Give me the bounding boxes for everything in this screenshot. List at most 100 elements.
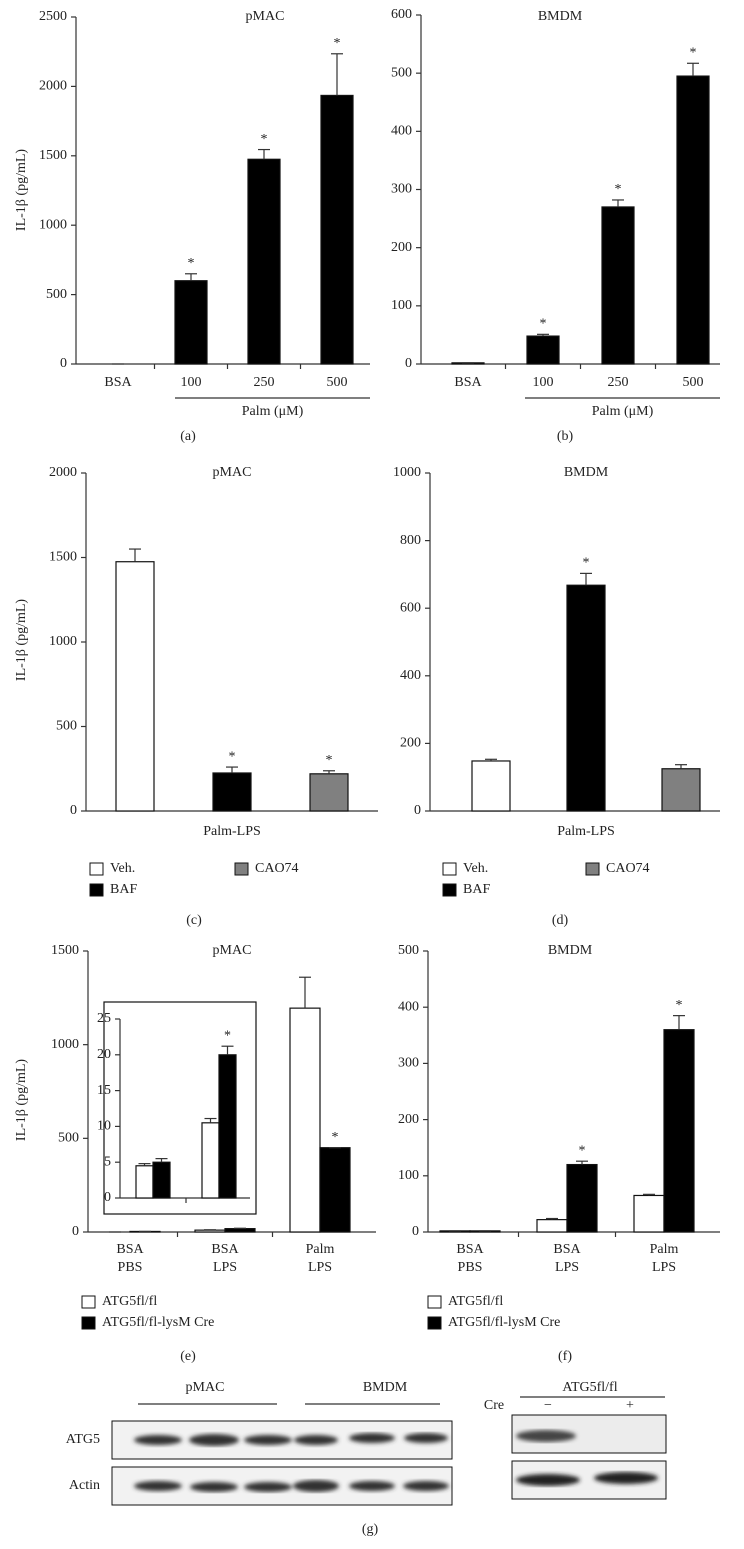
y-tick-label: 5 <box>104 1154 111 1169</box>
y-tick-label: 1000 <box>49 634 77 649</box>
blot-bands <box>134 1480 449 1492</box>
x-tick-label: BSA <box>553 1242 581 1257</box>
legend-label: CAO74 <box>255 861 299 876</box>
y-tick-label: 600 <box>391 7 412 22</box>
y-tick-label: 0 <box>412 1224 419 1239</box>
legend-swatch <box>427 1316 442 1330</box>
y-tick-label: 1500 <box>49 550 77 565</box>
caption: (e) <box>180 1349 196 1364</box>
y-tick-label: 100 <box>398 1168 419 1183</box>
legend-swatch <box>585 862 600 876</box>
caption: (d) <box>552 913 569 928</box>
blot-bands <box>134 1433 448 1446</box>
caption: (g) <box>362 1522 379 1537</box>
y-tick-label: 0 <box>72 1224 79 1239</box>
x-tick-label: LPS <box>652 1260 676 1275</box>
significance-marker: * <box>579 1143 586 1158</box>
x-tick-label: BSA <box>456 1242 484 1257</box>
x-tick-label: LPS <box>308 1260 332 1275</box>
bar <box>174 280 208 365</box>
y-tick-label: 15 <box>97 1083 111 1098</box>
legend-label: ATG5fl/fl <box>448 1294 503 1309</box>
y-axis-label: IL-1β (pg/mL) <box>14 599 29 681</box>
caption: (f) <box>558 1349 572 1364</box>
legend-label: ATG5fl/fl-lysM Cre <box>448 1315 560 1330</box>
legend-swatch <box>81 1316 96 1330</box>
x-tick-label: 500 <box>683 375 704 390</box>
bar <box>663 1029 695 1233</box>
y-tick-label: 800 <box>400 533 421 548</box>
y-tick-label: 100 <box>391 298 412 313</box>
legend-swatch <box>234 862 249 876</box>
significance-marker: * <box>332 1130 339 1145</box>
chart-title: pMAC <box>213 465 252 480</box>
x-tick-label: Palm-LPS <box>203 824 261 839</box>
bar <box>526 335 560 365</box>
significance-marker: * <box>224 1028 231 1043</box>
y-tick-label: 500 <box>398 943 419 958</box>
y-tick-label: 400 <box>391 124 412 139</box>
y-tick-label: 1500 <box>51 943 79 958</box>
bar <box>309 773 349 812</box>
legend-swatch <box>81 1295 96 1309</box>
bar <box>566 584 606 812</box>
x-tick-label: BSA <box>211 1242 239 1257</box>
x-tick-label: 250 <box>254 375 275 390</box>
blot-group-label: BMDM <box>363 1380 408 1395</box>
legend-label: ATG5fl/fl <box>102 1294 157 1309</box>
y-tick-label: 2000 <box>49 465 77 480</box>
y-tick-label: 600 <box>400 600 421 615</box>
bar <box>633 1194 665 1233</box>
bar <box>218 1054 237 1199</box>
bar <box>566 1163 598 1233</box>
significance-marker: * <box>690 45 697 60</box>
caption: (c) <box>186 913 202 928</box>
bar <box>289 1007 321 1233</box>
knockout-title: ATG5fl/fl <box>562 1380 617 1395</box>
x-tick-label: LPS <box>555 1260 579 1275</box>
legend-swatch <box>427 1295 442 1309</box>
y-tick-label: 400 <box>398 999 419 1014</box>
x-tick-label: PBS <box>458 1260 483 1275</box>
x-tick-label: Palm-LPS <box>557 824 615 839</box>
knockout-lane-label: − <box>544 1398 552 1413</box>
bar <box>536 1219 568 1233</box>
y-tick-label: 25 <box>97 1011 111 1026</box>
bar <box>212 772 252 812</box>
y-axis-label: IL-1β (pg/mL) <box>14 1059 29 1141</box>
y-tick-label: 0 <box>104 1190 111 1205</box>
significance-marker: * <box>334 36 341 51</box>
legend-swatch <box>442 883 457 897</box>
bar <box>319 1147 351 1233</box>
y-tick-label: 500 <box>58 1131 79 1146</box>
x-tick-label: 250 <box>608 375 629 390</box>
y-tick-label: 500 <box>56 719 77 734</box>
legend-label: BAF <box>463 882 490 897</box>
y-tick-label: 500 <box>46 287 67 302</box>
significance-marker: * <box>326 753 333 768</box>
significance-marker: * <box>583 556 590 571</box>
y-tick-label: 0 <box>405 356 412 371</box>
group-label: Palm (μM) <box>242 404 304 419</box>
blot-group-label: pMAC <box>186 1380 225 1395</box>
x-tick-label: Palm <box>650 1242 679 1257</box>
bar <box>194 1229 226 1233</box>
legend-swatch <box>89 862 104 876</box>
y-tick-label: 1500 <box>39 148 67 163</box>
y-tick-label: 10 <box>97 1119 111 1134</box>
caption: (a) <box>180 429 196 444</box>
significance-marker: * <box>188 256 195 271</box>
x-tick-label: PBS <box>118 1260 143 1275</box>
x-tick-label: Palm <box>306 1242 335 1257</box>
significance-marker: * <box>229 749 236 764</box>
y-tick-label: 0 <box>414 803 421 818</box>
x-tick-label: 100 <box>181 375 202 390</box>
x-tick-label: BSA <box>104 375 132 390</box>
y-tick-label: 300 <box>398 1056 419 1071</box>
y-tick-label: 500 <box>391 65 412 80</box>
bar <box>224 1228 256 1233</box>
bar <box>661 768 701 812</box>
x-tick-label: BSA <box>454 375 482 390</box>
bar <box>320 94 354 365</box>
significance-marker: * <box>261 132 268 147</box>
